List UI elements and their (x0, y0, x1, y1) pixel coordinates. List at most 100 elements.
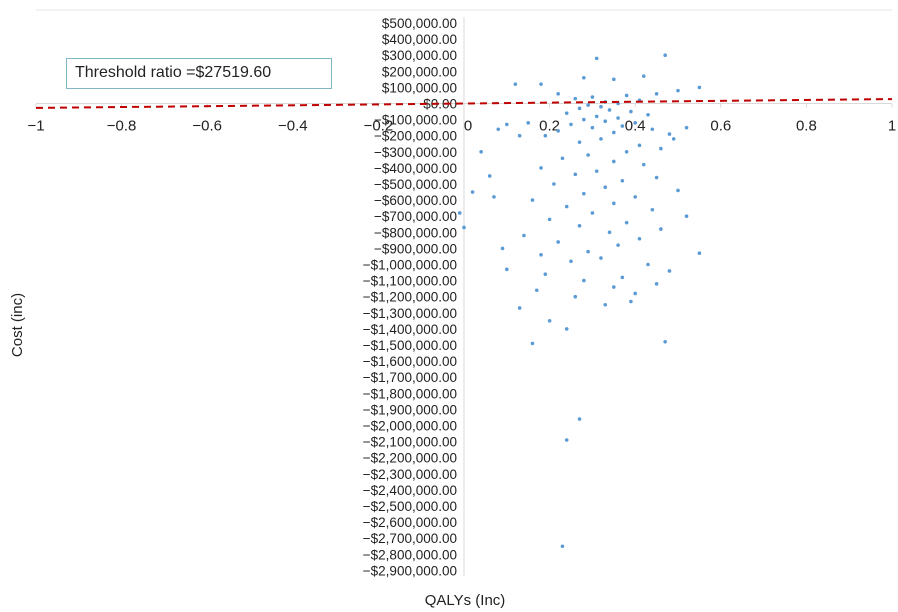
scatter-point (684, 125, 689, 130)
scatter-point (637, 143, 642, 148)
y-tick-label: −$800,000.00 (374, 225, 457, 240)
scatter-point (607, 108, 612, 112)
y-tick-label: −$2,400,000.00 (363, 483, 457, 498)
scatter-point (594, 169, 599, 173)
scatter-point (462, 225, 466, 230)
scatter-point (556, 129, 560, 133)
scatter-point (633, 195, 637, 199)
scatter-point (620, 124, 625, 128)
x-tick-label: −0.6 (192, 118, 222, 135)
scatter-point (582, 191, 586, 196)
scatter-point (612, 77, 616, 82)
scatter-point (573, 96, 578, 101)
scatter-point (582, 75, 586, 80)
y-tick-label: −$1,700,000.00 (363, 370, 457, 385)
scatter-point (671, 137, 676, 141)
scatter-point (586, 249, 590, 254)
scatter-point (599, 137, 603, 141)
y-tick-label: −$700,000.00 (374, 209, 457, 224)
scatter-point (492, 195, 496, 199)
scatter-point (667, 269, 672, 273)
scatter-point (556, 92, 560, 96)
x-tick-label: 0.8 (796, 118, 817, 135)
scatter-point (526, 121, 530, 125)
y-tick-label: −$1,900,000.00 (363, 402, 457, 417)
scatter-point (590, 95, 595, 99)
y-tick-label: −$100,000.00 (374, 113, 457, 128)
scatter-point (612, 285, 616, 289)
scatter-point (663, 339, 667, 344)
x-tick-label: −0.2 (364, 118, 394, 135)
threshold-annotation: Threshold ratio =$27519.60 (75, 64, 272, 81)
scatter-point (573, 294, 578, 299)
scatter-point (603, 302, 608, 307)
scatter-point (616, 243, 620, 247)
x-tick-label: 0.6 (710, 118, 731, 135)
scatter-point (479, 150, 483, 154)
scatter-point (594, 56, 599, 61)
scatter-point (564, 438, 569, 442)
x-tick-label: −0.4 (278, 118, 308, 135)
x-tick-label: 0.2 (539, 118, 560, 135)
scatter-point (517, 306, 522, 310)
scatter-point (590, 211, 595, 215)
scatter-point (663, 53, 667, 57)
y-tick-label: −$600,000.00 (374, 193, 457, 208)
scatter-point (590, 125, 595, 130)
y-tick-label: −$2,100,000.00 (363, 435, 457, 450)
scatter-point (457, 211, 462, 215)
scatter-point (552, 182, 556, 186)
scatter-point (650, 127, 655, 132)
y-tick-label: −$400,000.00 (374, 161, 457, 176)
scatter-point (573, 172, 578, 177)
y-tick-label: −$300,000.00 (374, 145, 457, 160)
scatter-point (659, 146, 663, 151)
scatter-point (633, 121, 637, 125)
y-tick-label: −$2,600,000.00 (363, 515, 457, 530)
scatter-point (624, 93, 629, 98)
y-tick-labels: $500,000.00$400,000.00$300,000.00$200,00… (363, 16, 457, 578)
scatter-point (607, 230, 612, 235)
scatter-point (539, 166, 543, 170)
x-tick-label: 0.4 (625, 118, 646, 135)
scatter-point (586, 153, 590, 157)
y-tick-label: −$2,900,000.00 (363, 563, 457, 578)
scatter-point (569, 122, 573, 127)
scatter-points (457, 53, 702, 549)
scatter-point (577, 106, 582, 111)
scatter-point (633, 291, 637, 296)
scatter-point (654, 175, 659, 180)
scatter-point (487, 174, 492, 178)
y-tick-label: $200,000.00 (382, 64, 457, 79)
scatter-point (577, 224, 582, 228)
scatter-point (654, 92, 659, 96)
y-tick-label: $300,000.00 (382, 48, 457, 63)
threshold-line (35, 98, 893, 109)
scatter-point (505, 122, 509, 127)
y-axis-title: Cost (inc) (9, 293, 26, 357)
y-tick-label: −$1,800,000.00 (363, 386, 457, 401)
scatter-point (629, 109, 633, 114)
scatter-point (641, 162, 646, 167)
scatter-point (539, 82, 543, 86)
scatter-point (586, 103, 590, 107)
scatter-point (594, 114, 599, 119)
y-tick-label: −$1,500,000.00 (363, 338, 457, 353)
x-tick-label: 0 (464, 118, 472, 135)
x-tick-label: −1 (27, 118, 44, 135)
scatter-point (624, 150, 629, 154)
scatter-point (530, 341, 535, 346)
y-tick-label: −$1,100,000.00 (363, 274, 457, 289)
scatter-point (641, 74, 646, 78)
scatter-point (676, 188, 680, 193)
y-tick-label: −$500,000.00 (374, 177, 457, 192)
scatter-point (582, 278, 586, 283)
scatter-point (496, 127, 501, 132)
scatter-point (513, 82, 518, 86)
y-tick-label: $400,000.00 (382, 32, 457, 47)
y-tick-label: −$2,000,000.00 (363, 419, 457, 434)
scatter-point (697, 85, 702, 90)
scatter-point (534, 288, 539, 293)
y-tick-label: −$2,800,000.00 (363, 547, 457, 562)
